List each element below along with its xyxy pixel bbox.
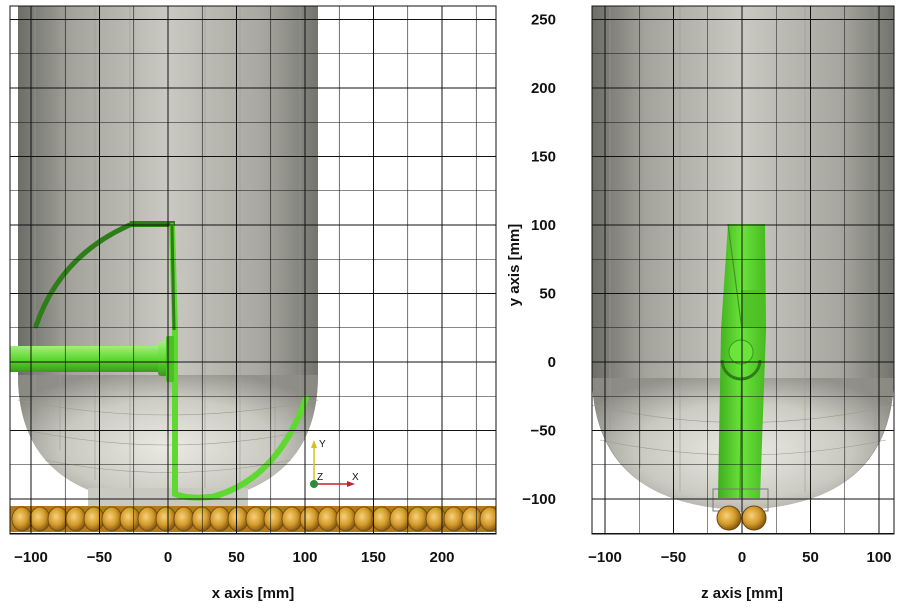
spiral-turn: [425, 506, 447, 532]
impeller-top-bar: [130, 221, 175, 227]
right-frame: [591, 5, 895, 535]
spiral-turn: [29, 506, 51, 532]
spiral-turn: [11, 506, 33, 532]
spiral-turn: [83, 506, 105, 532]
right-y-tick-label: 50: [539, 286, 556, 303]
spiral-holder: [712, 488, 769, 512]
left-x-tick-label: 200: [429, 549, 454, 566]
right-grid: [592, 6, 894, 534]
right-y-tick-label: −50: [531, 423, 556, 440]
spiral-turn: [371, 506, 393, 532]
right-panel: −100 −50 0 50 100 250 200 150 100 50 0 −50 −100 z a…: [506, 5, 895, 602]
spiral-turn: [101, 506, 123, 532]
shaft-hub: [166, 336, 174, 382]
left-x-tick-label: −50: [87, 549, 112, 566]
spiral-end-right: [741, 505, 767, 531]
left-x-tick-label: −100: [14, 549, 48, 566]
spiral-turn: [65, 506, 87, 532]
orientation-triad: Y Z X: [310, 439, 359, 488]
spiral-turn: [281, 506, 303, 532]
shaft-flange: [158, 342, 168, 376]
right-y-ticks: 250 200 150 100 50 0 −50 −100: [522, 12, 556, 509]
right-x-tick-label: 100: [866, 549, 891, 566]
left-grid: [10, 6, 496, 534]
spiral-turn: [263, 506, 285, 532]
triad-y-label: Y: [319, 439, 326, 450]
left-frame: [9, 5, 497, 535]
spiral-turn: [461, 506, 483, 532]
right-x-tick-label: 0: [738, 549, 746, 566]
spiral-end-left: [716, 505, 742, 531]
spiral-turn: [119, 506, 141, 532]
left-x-tick-label: 150: [361, 549, 386, 566]
right-y-tick-label: 100: [531, 217, 556, 234]
blade-inner-panel: [741, 290, 765, 328]
spiral-turn: [173, 506, 195, 532]
left-x-tick-label: 100: [292, 549, 317, 566]
left-x-axis-label: x axis [mm]: [212, 585, 295, 602]
impeller-blade-edge: [170, 225, 176, 331]
spiral-turn: [299, 506, 321, 532]
right-y-tick-label: 150: [531, 149, 556, 166]
vessel-mesh: [17, 6, 319, 495]
right-x-tick-label: −100: [588, 549, 622, 566]
right-scene: [592, 6, 894, 531]
right-x-ticks: −100 −50 0 50 100: [588, 549, 891, 566]
spiral-turn: [209, 506, 231, 532]
spiral-turn: [155, 506, 177, 532]
spiral-turn: [227, 506, 249, 532]
right-x-tick-label: −50: [661, 549, 686, 566]
left-x-tick-label: 0: [164, 549, 172, 566]
spiral-turn: [389, 506, 411, 532]
left-x-tick-label: 50: [228, 549, 245, 566]
impeller-arc-top: [33, 221, 135, 329]
right-x-tick-label: 50: [802, 549, 819, 566]
left-panel: Y Z X −100 −50 0 50 100 150 200 x axis [mm]: [9, 5, 497, 602]
left-x-ticks: −100 −50 0 50 100 150 200: [14, 528, 455, 566]
shaft-ring: [720, 359, 762, 381]
right-y-tick-label: 250: [531, 12, 556, 29]
spiral-coil-left: [11, 506, 496, 532]
spiral-turn: [317, 506, 339, 532]
right-y-tick-label: −100: [522, 491, 556, 508]
spiral-turn: [443, 506, 465, 532]
impeller-arc-bottom: [212, 395, 309, 499]
spiral-turn: [479, 506, 496, 532]
right-y-axis-label: y axis [mm]: [506, 224, 523, 307]
spiral-turn: [137, 506, 159, 532]
spiral-turn: [353, 506, 375, 532]
right-y-tick-label: 200: [531, 80, 556, 97]
triad-x-label: X: [352, 472, 359, 483]
spiral-turn: [407, 506, 429, 532]
spiral-turn: [245, 506, 267, 532]
shaft-end: [728, 339, 754, 365]
impeller-blade: [169, 223, 221, 501]
right-y-tick-label: 0: [548, 354, 556, 371]
right-x-axis-label: z axis [mm]: [701, 585, 783, 602]
triad-z-label: Z: [317, 472, 323, 483]
impeller-shaft: [10, 346, 162, 372]
